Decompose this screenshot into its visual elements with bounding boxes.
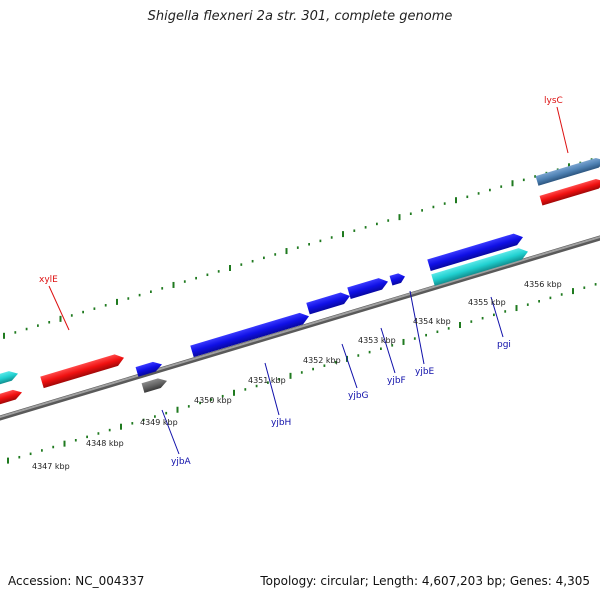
gene-red-lysC bbox=[539, 179, 600, 206]
leader-line-pgi bbox=[490, 296, 504, 338]
leader-line-yjbA bbox=[161, 409, 180, 455]
genome-backbone bbox=[0, 235, 600, 421]
gene-label-yjbA: yjbA bbox=[171, 457, 192, 467]
kbp-label-4354: 4354 kbp bbox=[413, 317, 451, 326]
gene-label-yjbF: yjbF bbox=[387, 376, 406, 386]
outer-tick-row bbox=[3, 158, 593, 339]
gene-cyan-left bbox=[0, 371, 19, 387]
leader-line-yjbE bbox=[409, 290, 425, 365]
accession-text: Accession: NC_004337 bbox=[8, 574, 145, 588]
gene-label-xylE: xylE bbox=[39, 275, 58, 285]
map-title: Shigella flexneri 2a str. 301, complete … bbox=[147, 9, 453, 24]
gene-label-pgi: pgi bbox=[497, 340, 511, 350]
inner-tick-row bbox=[7, 283, 597, 464]
gene-label-yjbH: yjbH bbox=[271, 418, 291, 428]
kbp-label-4353: 4353 kbp bbox=[358, 336, 396, 345]
kbp-label-4347: 4347 kbp bbox=[32, 462, 70, 471]
gene-pgi-blue bbox=[427, 233, 523, 272]
gene-yjbG bbox=[306, 292, 351, 315]
kbp-label-4352: 4352 kbp bbox=[303, 356, 341, 365]
leader-line-yjbH bbox=[264, 362, 280, 416]
genome-info-text: Topology: circular; Length: 4,607,203 bp… bbox=[260, 574, 590, 588]
kbp-label-4350: 4350 kbp bbox=[194, 396, 232, 405]
kbp-label-4348: 4348 kbp bbox=[86, 439, 124, 448]
backbone-highlight bbox=[0, 235, 600, 419]
gene-steel-lysC bbox=[535, 158, 600, 186]
gene-label-yjbE: yjbE bbox=[415, 367, 435, 377]
gene-yjbA-gray bbox=[141, 378, 168, 393]
gene-label-lysC: lysC bbox=[544, 96, 563, 106]
kbp-label-4349: 4349 kbp bbox=[140, 418, 178, 427]
gene-yjbH bbox=[190, 312, 310, 358]
leader-line-lysC bbox=[556, 106, 569, 154]
gene-yjbF bbox=[347, 278, 388, 300]
label-leaders bbox=[48, 106, 569, 455]
gene-red-left-lower bbox=[0, 389, 23, 407]
leader-line-xylE bbox=[48, 285, 70, 331]
leader-line-yjbG bbox=[341, 343, 358, 389]
kbp-label-4355: 4355 kbp bbox=[468, 298, 506, 307]
kbp-label-4351: 4351 kbp bbox=[248, 376, 286, 385]
labels: 4347 kbp 4348 kbp 4349 kbp 4350 kbp 4351 kbp… bbox=[32, 96, 563, 471]
gene-features bbox=[0, 158, 600, 407]
gene-pgi-cyan bbox=[431, 248, 529, 286]
gene-label-yjbG: yjbG bbox=[348, 391, 369, 401]
leader-line-yjbF bbox=[380, 327, 396, 374]
gene-xylE bbox=[40, 354, 124, 389]
kbp-label-4356: 4356 kbp bbox=[524, 280, 562, 289]
gene-yjbA-blue bbox=[135, 361, 163, 377]
gene-yjbE bbox=[389, 273, 406, 286]
